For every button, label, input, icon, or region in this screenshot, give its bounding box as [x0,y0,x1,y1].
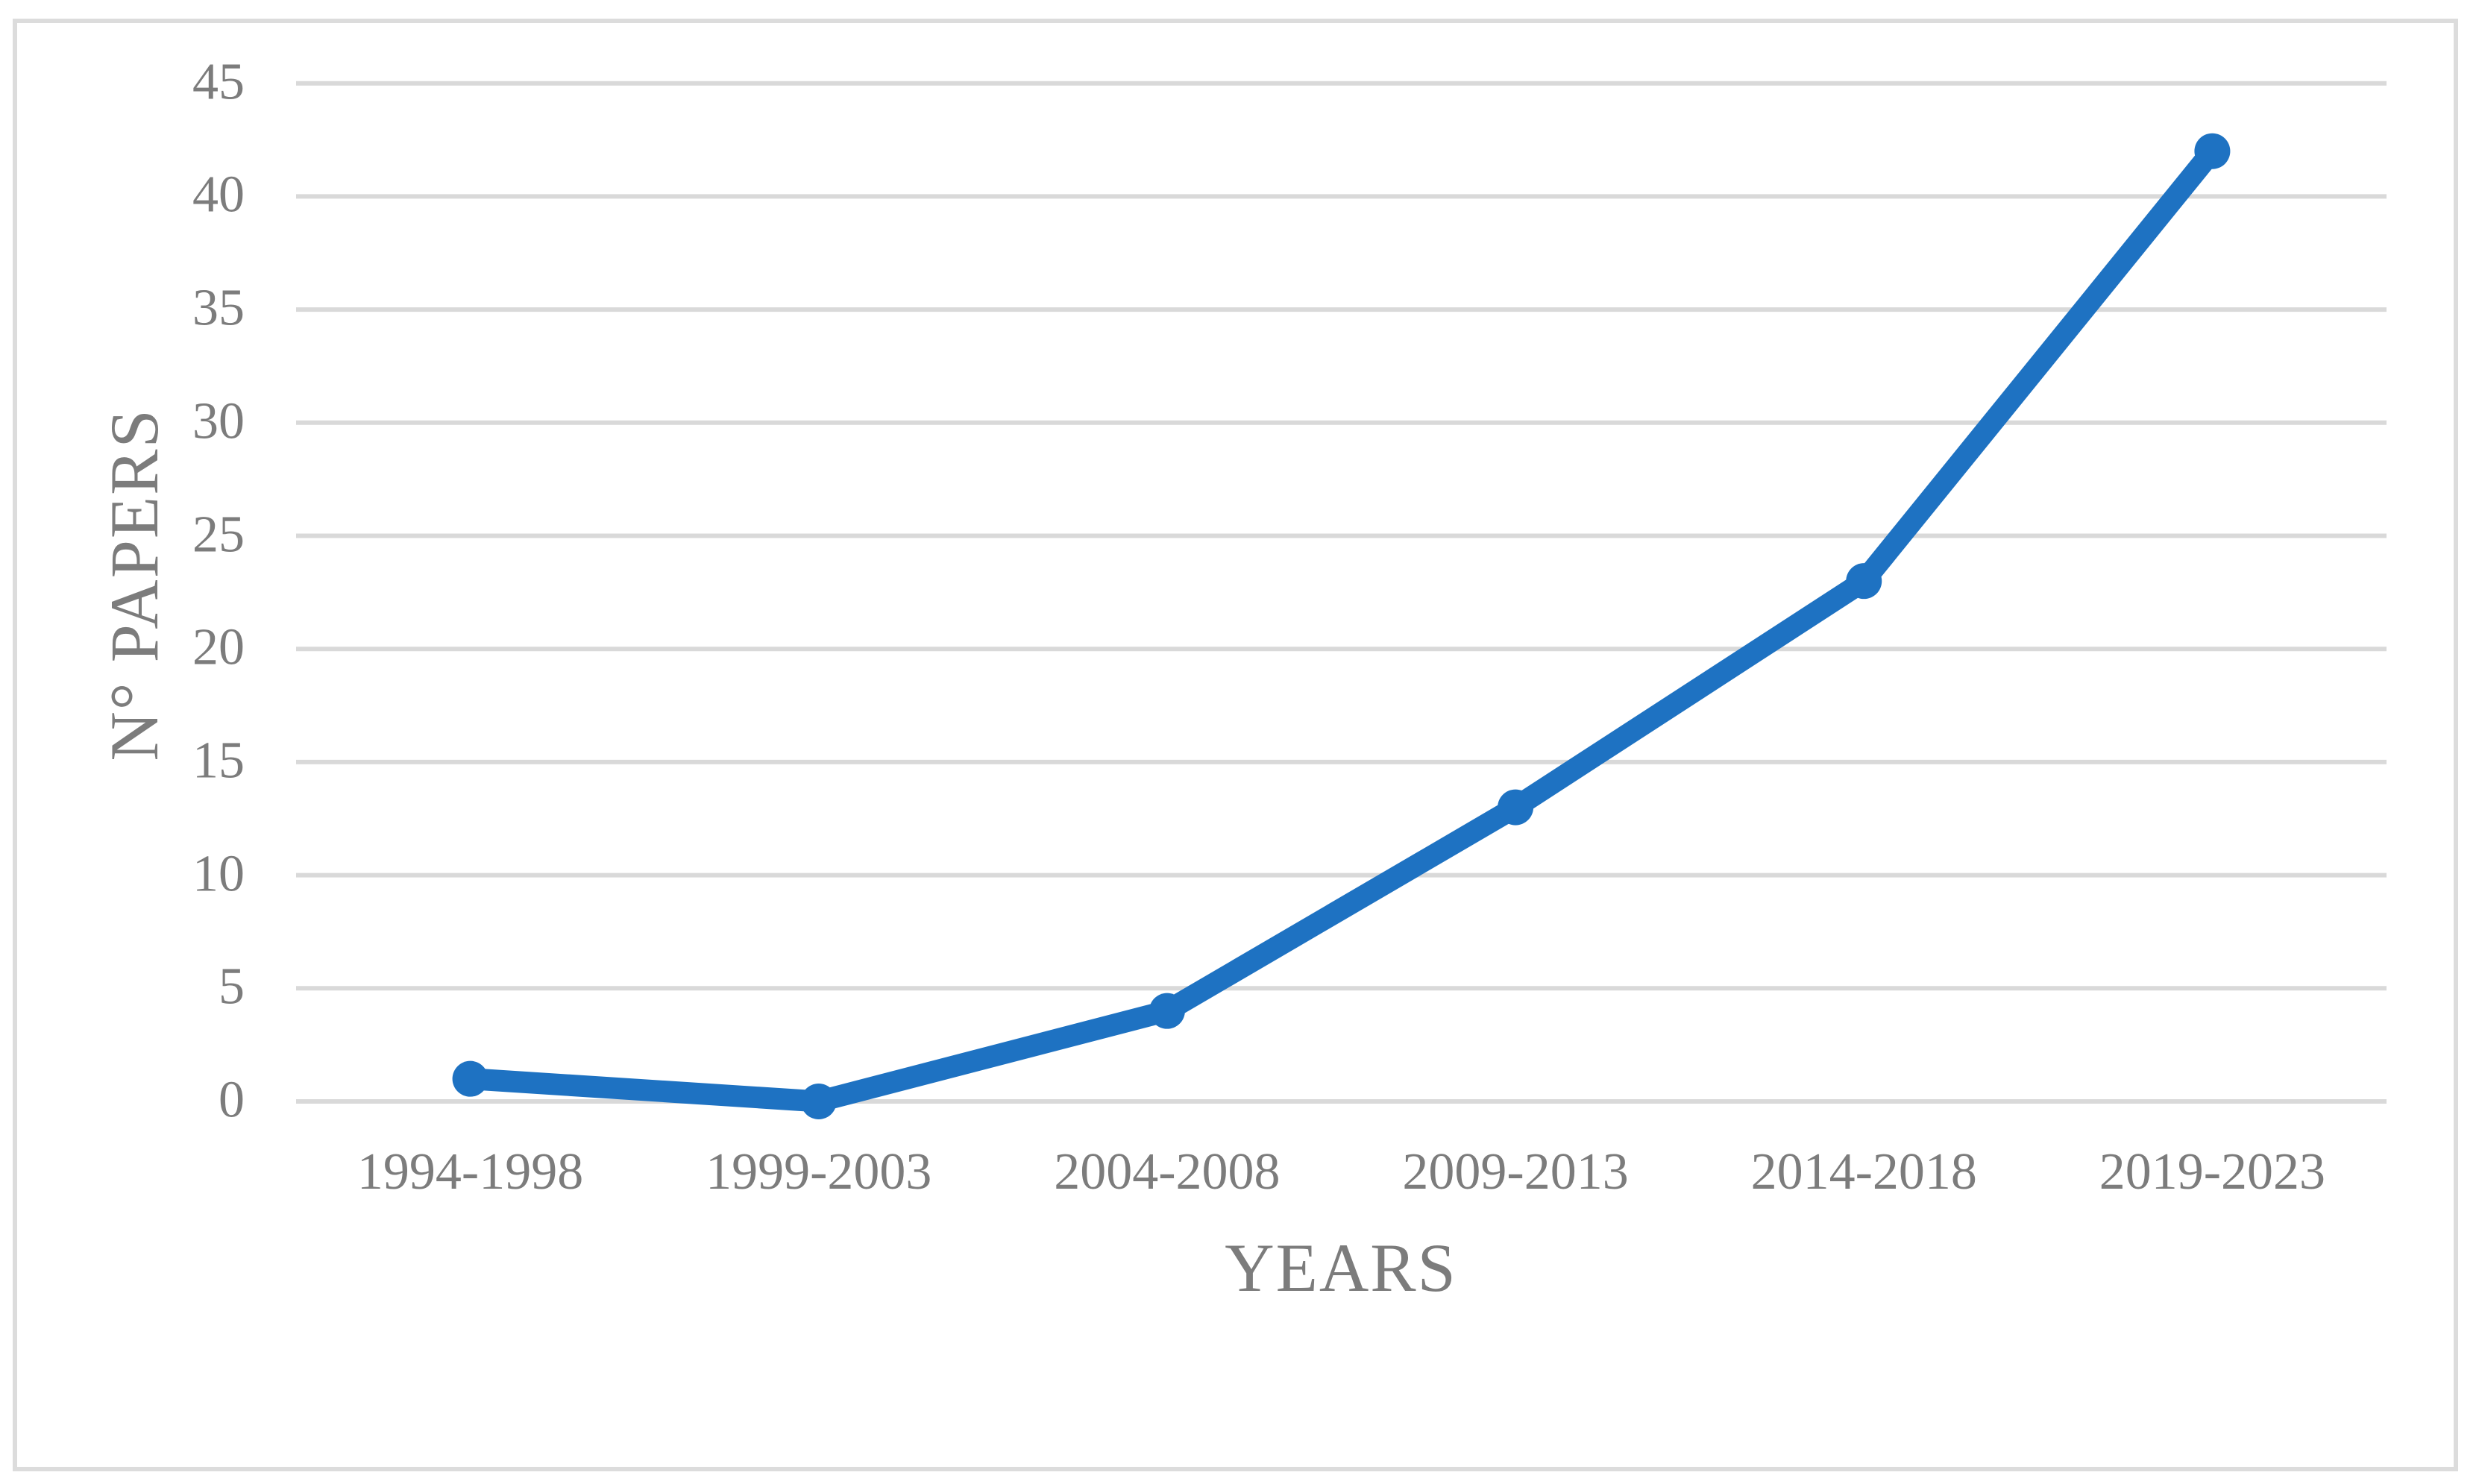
y-tick-label-10: 10 [192,844,245,902]
data-point-1999-2003 [800,1084,837,1119]
data-point-2004-2008 [1149,993,1185,1029]
y-tick-label-25: 25 [192,505,245,563]
x-tick-label-2009-2013: 2009-2013 [1402,1143,1629,1201]
y-tick-label-30: 30 [192,392,245,450]
x-axis-title: YEARS [1225,1230,1457,1306]
data-point-2009-2013 [1498,789,1534,826]
y-tick-label-20: 20 [192,618,245,676]
y-tick-label-0: 0 [219,1071,245,1129]
data-line [459,140,2223,1113]
x-tick-label-2014-2018: 2014-2018 [1750,1143,1977,1201]
y-tick-label-15: 15 [192,732,245,790]
y-tick-label-35: 35 [192,279,245,337]
data-point-1994-1998 [452,1060,488,1097]
x-tick-label-1994-1998: 1994-1998 [356,1143,584,1201]
y-tick-label-45: 45 [192,53,245,111]
data-point-2019-2023 [2194,133,2231,169]
y-tick-label-40: 40 [192,166,245,224]
chart-border-frame [13,19,2458,1471]
y-tick-label-5: 5 [219,958,245,1016]
data-point-2014-2018 [1846,563,1882,600]
y-axis-title: N° PAPERS [96,408,172,761]
x-tick-label-1999-2003: 1999-2003 [706,1143,932,1201]
x-tick-label-2019-2023: 2019-2023 [2099,1143,2326,1201]
x-tick-label-2004-2008: 2004-2008 [1054,1143,1281,1201]
